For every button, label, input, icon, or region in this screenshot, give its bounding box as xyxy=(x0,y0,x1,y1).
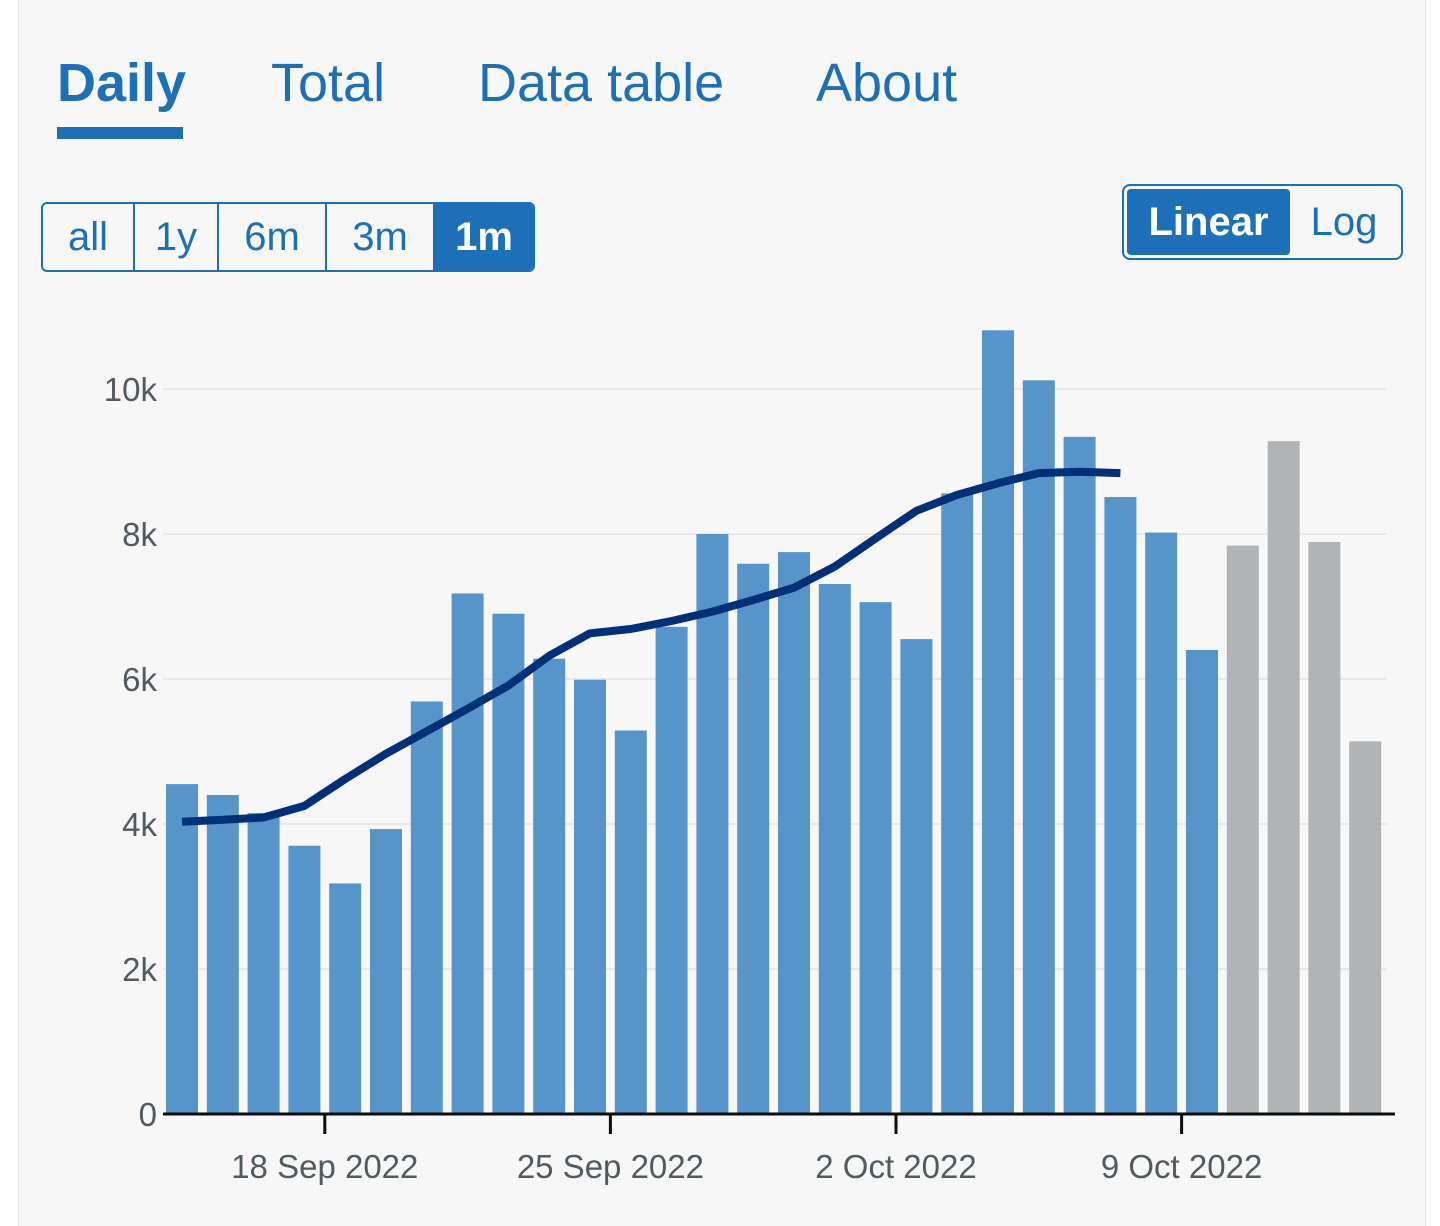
bar xyxy=(1186,650,1218,1114)
bar xyxy=(574,679,606,1114)
range-button-1m[interactable]: 1m xyxy=(435,204,533,270)
bar xyxy=(778,552,810,1114)
bar xyxy=(492,613,525,1114)
bar xyxy=(533,658,566,1114)
bar xyxy=(696,534,729,1114)
bar xyxy=(451,593,484,1114)
active-tab-indicator xyxy=(57,127,183,139)
bar xyxy=(329,883,362,1114)
range-button-6m[interactable]: 6m xyxy=(219,204,327,270)
range-button-3m[interactable]: 3m xyxy=(327,204,435,270)
range-button-all[interactable]: all xyxy=(43,204,135,270)
rolling-average-line xyxy=(181,467,1121,826)
bar xyxy=(982,330,1014,1114)
scale-button-linear[interactable]: Linear xyxy=(1127,189,1290,255)
time-range-selector: all 1y 6m 3m 1m xyxy=(41,202,535,272)
scale-selector: Linear Log xyxy=(1122,184,1403,260)
x-tick-label: 25 Sep 2022 xyxy=(517,1148,704,1185)
tab-bar: Daily Total Data table About xyxy=(19,0,1425,150)
bar xyxy=(1104,497,1137,1114)
y-tick-label: 4k xyxy=(122,806,157,843)
bar xyxy=(1226,545,1259,1114)
y-tick-label: 2k xyxy=(122,951,157,988)
bar xyxy=(206,795,239,1114)
x-tick-label: 2 Oct 2022 xyxy=(815,1148,976,1185)
bar xyxy=(900,639,933,1114)
bar xyxy=(1063,436,1096,1115)
bar xyxy=(410,701,443,1114)
tab-daily[interactable]: Daily xyxy=(57,53,187,113)
bar xyxy=(614,730,647,1114)
y-tick-label: 6k xyxy=(122,661,157,698)
bar xyxy=(1022,380,1055,1114)
bar xyxy=(288,845,321,1114)
tab-about[interactable]: About xyxy=(816,53,958,113)
y-tick-label: 8k xyxy=(122,516,157,553)
bar xyxy=(1267,441,1300,1114)
bar xyxy=(1349,741,1382,1114)
tab-data-table[interactable]: Data table xyxy=(478,53,725,113)
tab-total[interactable]: Total xyxy=(271,53,386,113)
bar xyxy=(1308,541,1341,1114)
bar xyxy=(166,784,198,1114)
scale-button-log[interactable]: Log xyxy=(1310,199,1378,244)
bar xyxy=(370,829,402,1114)
bar xyxy=(1145,532,1178,1114)
x-tick-label: 9 Oct 2022 xyxy=(1101,1148,1262,1185)
bar xyxy=(655,626,688,1114)
y-tick-label: 0 xyxy=(139,1096,157,1133)
bar xyxy=(247,813,280,1114)
range-button-1y[interactable]: 1y xyxy=(135,204,219,270)
bar xyxy=(737,563,770,1114)
bar xyxy=(859,602,892,1114)
y-tick-label: 10k xyxy=(104,371,158,408)
bar xyxy=(941,493,974,1114)
x-tick-label: 18 Sep 2022 xyxy=(231,1148,418,1185)
bar xyxy=(818,584,851,1114)
